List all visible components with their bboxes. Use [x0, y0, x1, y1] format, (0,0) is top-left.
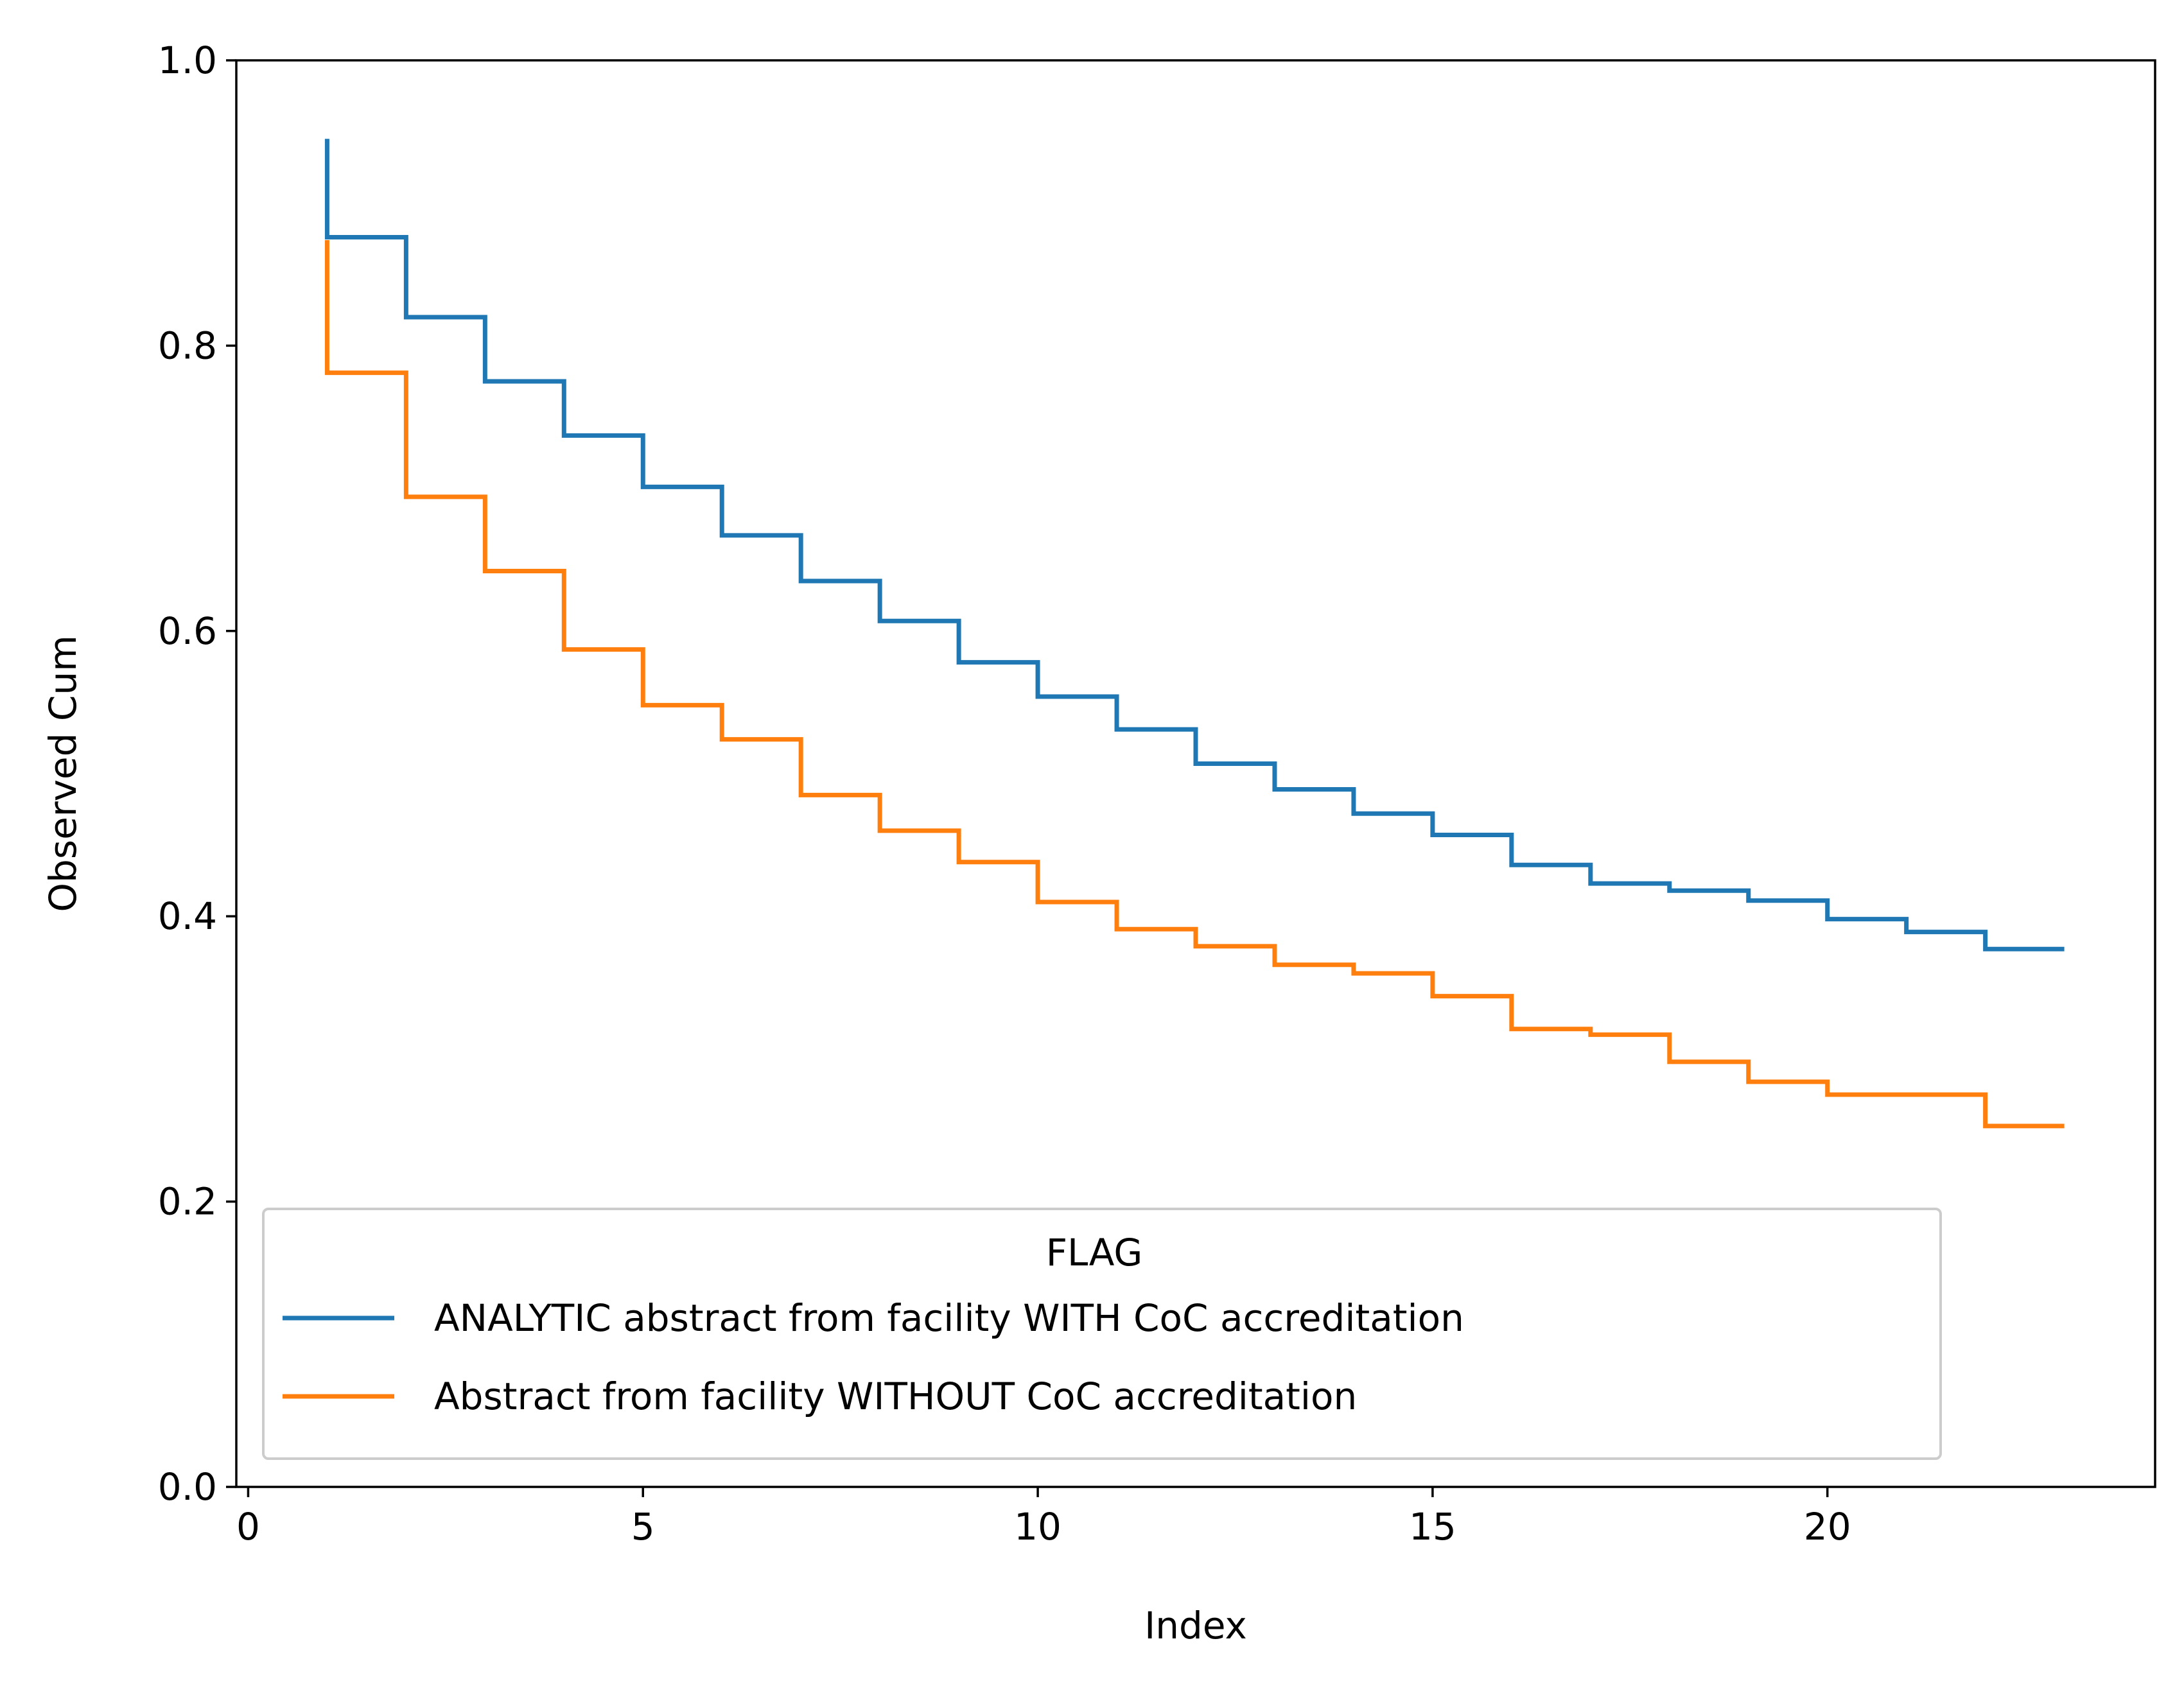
y-tick-label: 0.8 — [158, 324, 217, 367]
x-tick-label: 10 — [1014, 1505, 1061, 1549]
series-layer — [324, 139, 2065, 1129]
y-tick-label: 0.6 — [158, 609, 217, 653]
series-line-1 — [324, 139, 2065, 951]
y-axis-title: Observed Cum — [41, 635, 85, 912]
y-tick-label: 0.2 — [158, 1180, 217, 1224]
plot-area — [235, 59, 2156, 1488]
series-line-2 — [324, 239, 2065, 1129]
legend-entries: ANALYTIC abstract from facility WITH CoC… — [283, 1296, 1464, 1418]
legend-label-1: ANALYTIC abstract from facility WITH CoC… — [434, 1296, 1464, 1340]
y-axis-ticks: 0.0 0.2 0.4 0.6 0.8 1.0 — [158, 39, 236, 1509]
y-tick-label: 1.0 — [158, 39, 217, 82]
y-tick-label: 0.4 — [158, 894, 217, 938]
x-tick-label: 5 — [631, 1505, 655, 1549]
x-axis-title: Index — [1144, 1604, 1247, 1647]
x-tick-label: 15 — [1409, 1505, 1456, 1549]
legend-box — [262, 1208, 1942, 1460]
x-tick-label: 20 — [1804, 1505, 1851, 1549]
x-axis-ticks: 0 5 10 15 20 — [236, 1487, 1851, 1549]
axes-frame — [235, 59, 2156, 1488]
legend-label-2: Abstract from facility WITHOUT CoC accre… — [434, 1375, 1357, 1418]
y-tick-label: 0.0 — [158, 1465, 217, 1509]
x-tick-label: 0 — [236, 1505, 260, 1549]
legend: FLAG ANALYTIC abstract from facility WIT… — [262, 1208, 1942, 1460]
legend-title: FLAG — [1046, 1231, 1143, 1274]
